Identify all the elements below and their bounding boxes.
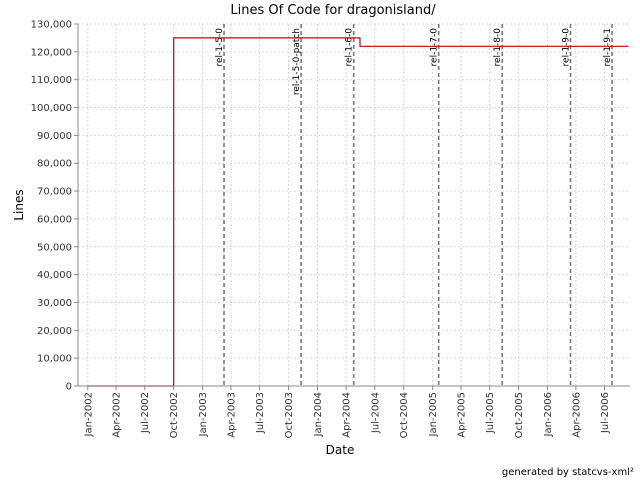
y-tick-label: 80,000 — [37, 159, 72, 170]
chart-title: Lines Of Code for dragonisland/ — [230, 3, 436, 18]
release-marker-label: rel-1-7-0 — [430, 28, 440, 67]
y-axis-label: Lines — [12, 189, 26, 220]
grid — [78, 23, 630, 386]
x-tick-label: Oct-2003 — [284, 392, 295, 438]
x-tick-label: Jul-2003 — [255, 392, 266, 434]
y-tick-label: 30,000 — [37, 298, 72, 309]
x-tick-label: Apr-2005 — [457, 392, 468, 438]
y-tick-label: 130,000 — [31, 20, 72, 31]
y-tick-label: 120,000 — [31, 47, 72, 58]
y-tick-label: 10,000 — [37, 354, 72, 365]
x-tick-label: Jul-2005 — [485, 392, 496, 434]
y-tick-label: 70,000 — [37, 187, 72, 198]
x-tick-label: Apr-2006 — [571, 392, 582, 438]
x-tick-label: Apr-2004 — [342, 392, 353, 438]
release-markers: rel-1-5-0 rel-1-5-0-patch rel-1-6-0 rel-1-7… — [215, 24, 613, 386]
x-tick-label: Jan-2006 — [543, 392, 554, 437]
y-tick-label: 110,000 — [31, 75, 72, 86]
release-marker-label: rel-1-9-1 — [603, 28, 613, 66]
y-tick-label: 100,000 — [31, 103, 72, 114]
x-tick-label: Apr-2002 — [112, 392, 123, 438]
y-axis-ticks: 0 10,000 20,000 30,000 40,000 50,000 60,000 70,… — [31, 20, 78, 393]
x-tick-label: Oct-2005 — [514, 392, 525, 438]
release-marker-label: rel-1-9-0 — [562, 28, 572, 67]
x-tick-label: Jan-2005 — [428, 392, 439, 437]
x-tick-label: Jul-2004 — [370, 392, 381, 434]
y-tick-label: 0 — [66, 382, 72, 393]
y-tick-label: 20,000 — [37, 326, 72, 337]
x-tick-label: Jan-2003 — [198, 392, 209, 437]
x-axis-label: Date — [326, 443, 355, 457]
x-tick-label: Jul-2002 — [140, 392, 151, 434]
release-marker-label: rel-1-8-0 — [493, 28, 503, 67]
footer-credit: generated by statcvs-xml² — [502, 467, 634, 478]
x-tick-label: Jan-2004 — [313, 392, 324, 437]
x-axis-ticks: Jan-2002 Apr-2002 Jul-2002 Oct-2002 Jan-2003… — [83, 386, 611, 438]
release-marker-label: rel-1-6-0 — [345, 28, 355, 67]
y-tick-label: 90,000 — [37, 131, 72, 142]
x-tick-label: Jul-2006 — [600, 392, 611, 434]
x-tick-label: Oct-2002 — [169, 392, 180, 438]
x-tick-label: Apr-2003 — [226, 392, 237, 438]
y-tick-label: 60,000 — [37, 214, 72, 225]
x-tick-label: Jan-2002 — [83, 392, 94, 437]
y-tick-label: 50,000 — [37, 242, 72, 253]
release-marker-label: rel-1-5-0-patch — [292, 28, 302, 95]
release-marker-label: rel-1-5-0 — [215, 28, 225, 67]
y-tick-label: 40,000 — [37, 270, 72, 281]
axes — [77, 24, 630, 387]
x-tick-label: Oct-2004 — [399, 392, 410, 438]
